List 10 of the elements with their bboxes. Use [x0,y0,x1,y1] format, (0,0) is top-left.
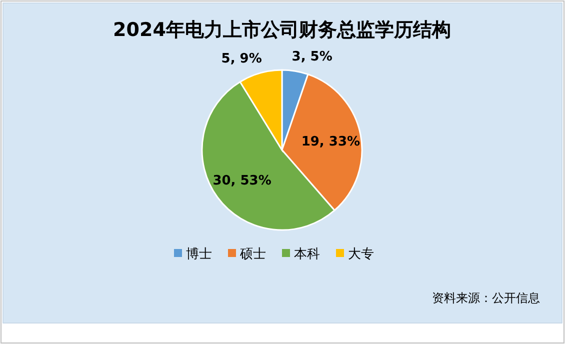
legend-label: 硕士 [239,247,266,262]
data-label: 19, 33% [301,134,360,150]
chart-title: 2024年电力上市公司财务总监学历结构 [113,19,451,41]
legend-label: 大专 [348,247,374,262]
data-label: 3, 5% [292,49,332,64]
data-label: 30, 53% [212,173,272,188]
text: 资料来源：公开信息 [432,291,540,305]
data-label: 5, 9% [221,52,262,67]
legend-label: 本科 [294,247,320,262]
legend-label: 博士 [186,247,212,262]
